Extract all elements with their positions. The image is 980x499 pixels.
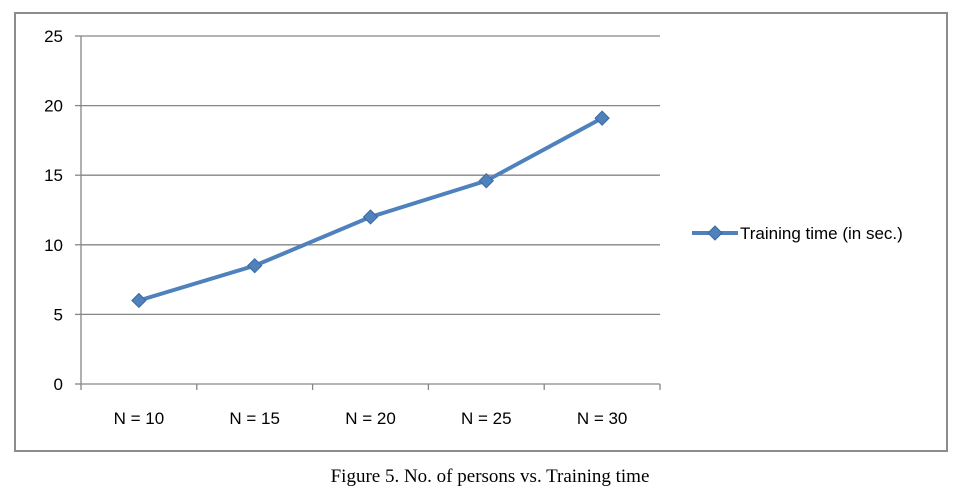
y-tick-label: 25 bbox=[44, 27, 63, 46]
x-tick-label: N = 30 bbox=[577, 409, 628, 428]
y-tick-label: 15 bbox=[44, 166, 63, 185]
x-tick-label: N = 15 bbox=[229, 409, 280, 428]
y-tick-label: 20 bbox=[44, 97, 63, 116]
data-point bbox=[478, 173, 495, 189]
data-point bbox=[131, 292, 147, 309]
data-point bbox=[362, 209, 379, 225]
data-point bbox=[246, 257, 263, 274]
figure-caption: Figure 5. No. of persons vs. Training ti… bbox=[330, 466, 650, 487]
x-tick-label: N = 10 bbox=[114, 409, 165, 428]
x-tick-label: N = 25 bbox=[461, 409, 512, 428]
data-point bbox=[594, 110, 610, 126]
y-tick-label: 10 bbox=[44, 236, 63, 255]
x-tick-label: N = 20 bbox=[345, 409, 396, 428]
chart-frame bbox=[14, 12, 948, 452]
y-tick-label: 0 bbox=[54, 375, 63, 394]
legend-label: Training time (in sec.) bbox=[740, 224, 903, 243]
legend-marker bbox=[707, 225, 723, 241]
y-tick-label: 5 bbox=[54, 305, 63, 324]
